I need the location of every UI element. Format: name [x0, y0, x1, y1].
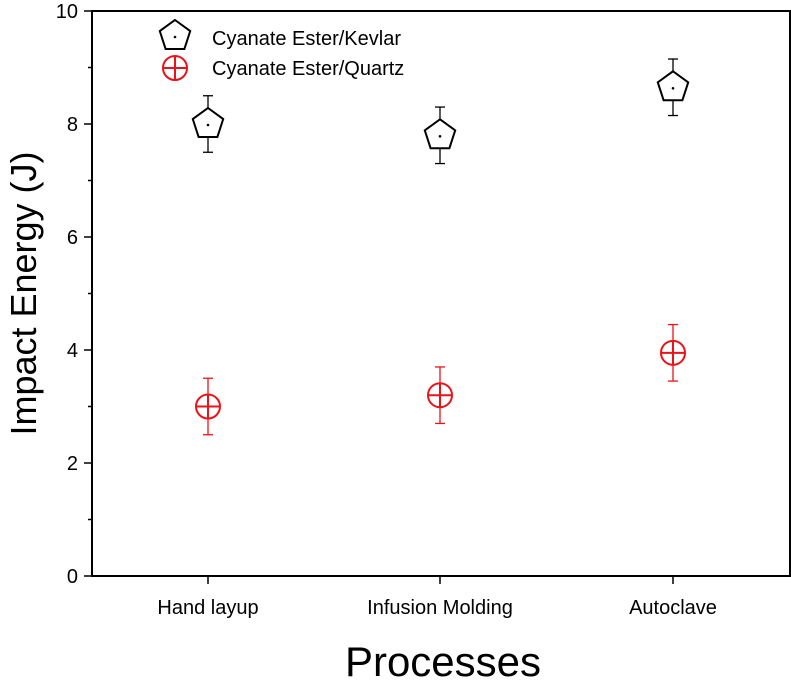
- y-tick-label: 10: [56, 1, 78, 23]
- data-point: [427, 382, 453, 409]
- data-point: [656, 70, 690, 102]
- data-point: [660, 339, 686, 366]
- legend: Cyanate Ester/Kevlar Cyanate Ester/Quartz: [158, 18, 404, 81]
- y-tick-label: 6: [67, 227, 78, 249]
- y-tick-label: 0: [67, 566, 78, 588]
- plot-frame: [91, 10, 791, 577]
- plot-layer: 0 2 4 6 8 10 Hand layup Infusion Molding Autocla…: [56, 1, 791, 619]
- y-tick-label: 2: [67, 453, 78, 475]
- pentagon-marker-shape: [158, 18, 192, 50]
- legend-item: Cyanate Ester/Kevlar: [158, 18, 401, 50]
- data-point: [191, 106, 225, 138]
- pentagon-marker-shape: [423, 118, 457, 150]
- x-tick-label: Autoclave: [629, 597, 717, 619]
- y-axis-title: Impact Energy (J): [3, 151, 44, 435]
- legend-label: Cyanate Ester/Quartz: [212, 58, 404, 80]
- series-2: [195, 323, 686, 436]
- legend-marker: [162, 55, 188, 81]
- y-tick-label: 4: [67, 340, 78, 362]
- pentagon-marker-shape: [656, 70, 690, 102]
- legend-marker: [158, 18, 192, 50]
- marker-center-dot: [173, 35, 177, 39]
- x-axis-title: Processes: [345, 638, 541, 680]
- marks-layer: [191, 58, 690, 436]
- y-tick-label: 8: [67, 114, 78, 136]
- data-point: [423, 118, 457, 150]
- data-point: [195, 393, 221, 420]
- marker-center-dot: [671, 86, 675, 90]
- marker-center-dot: [438, 135, 442, 138]
- legend-item: Cyanate Ester/Quartz: [162, 55, 404, 81]
- x-tick-label: Infusion Molding: [367, 597, 513, 619]
- series-1: [191, 58, 690, 165]
- pentagon-marker-shape: [191, 106, 225, 138]
- legend-label: Cyanate Ester/Kevlar: [212, 28, 401, 50]
- marker-center-dot: [206, 123, 210, 127]
- x-tick-label: Hand layup: [157, 597, 258, 619]
